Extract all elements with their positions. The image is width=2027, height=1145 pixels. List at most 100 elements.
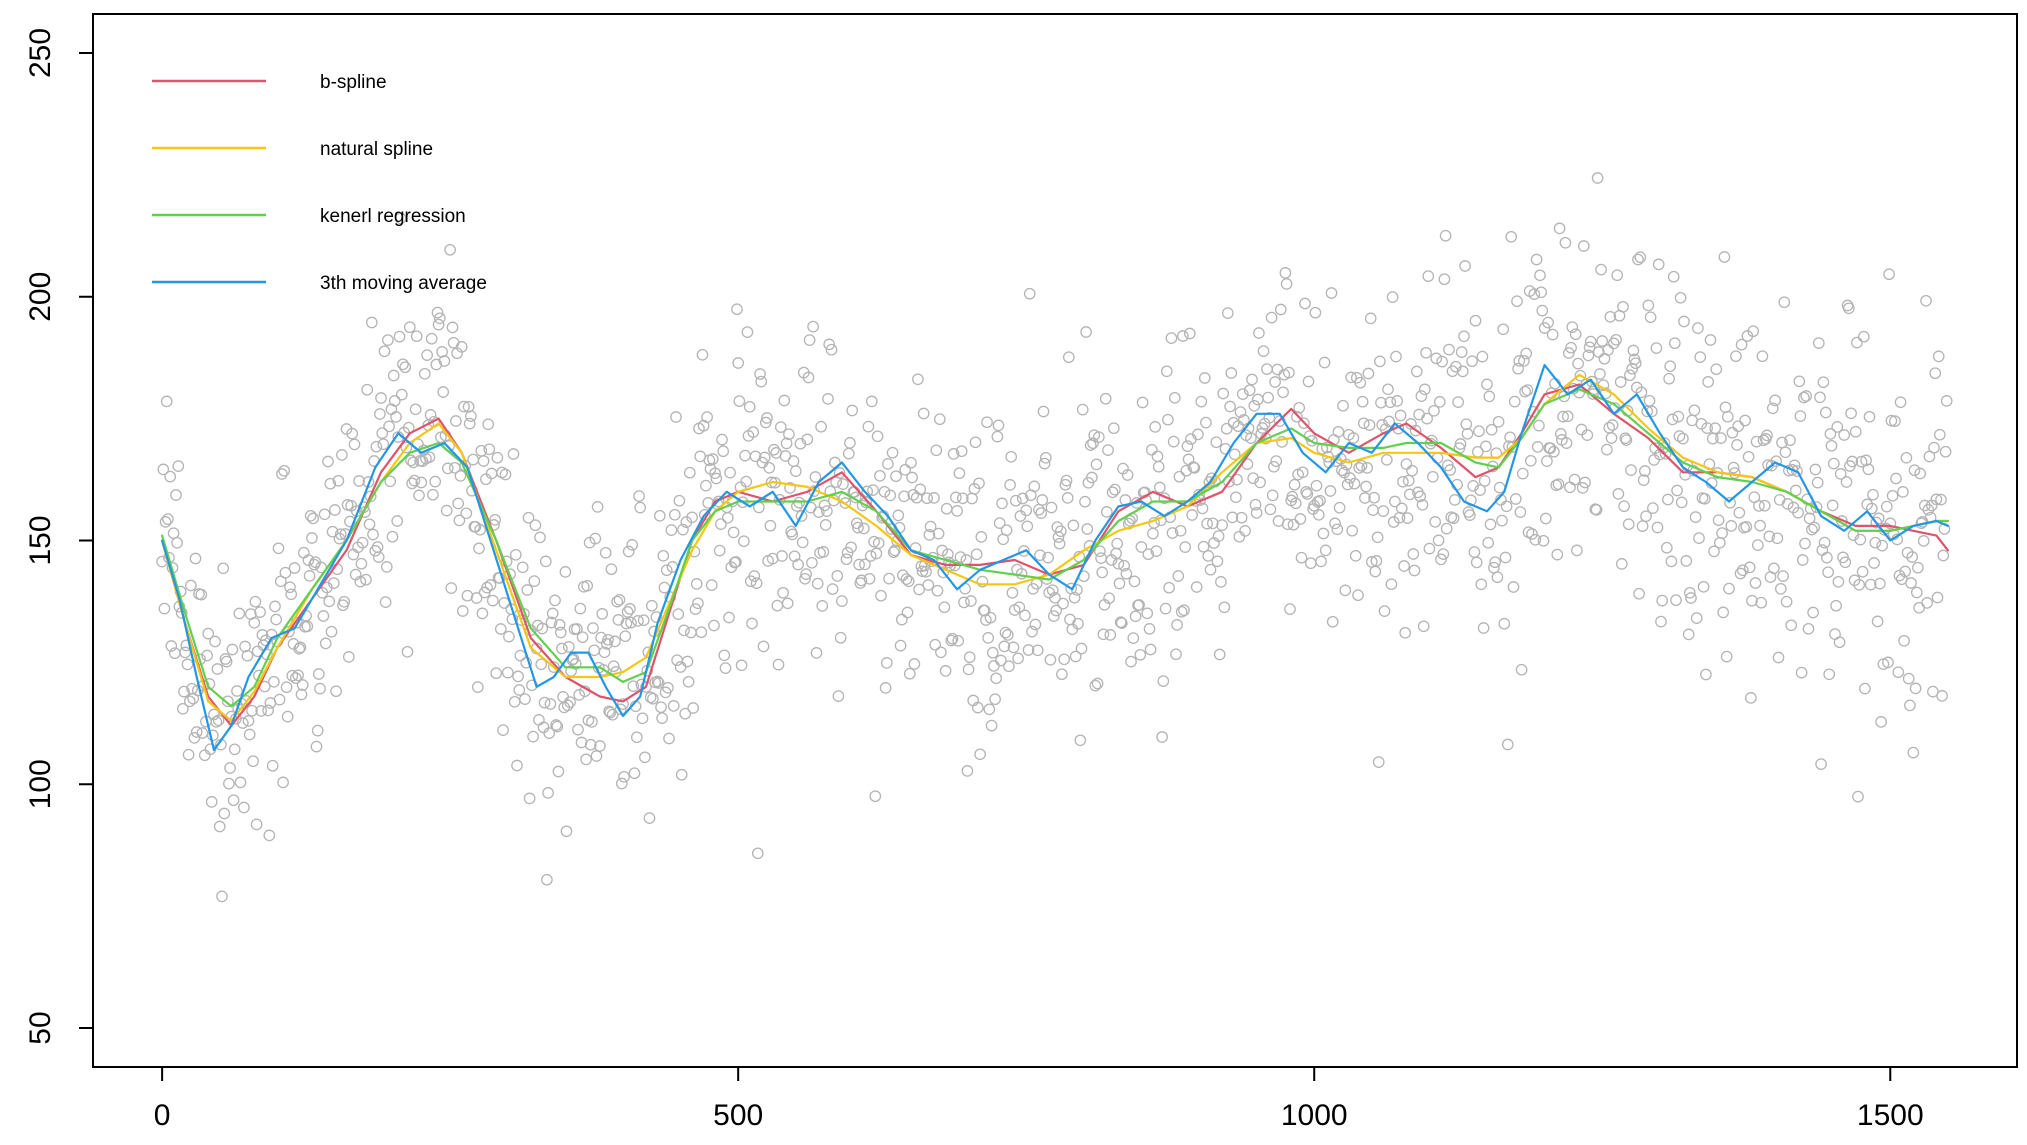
- data-point: [1769, 394, 1781, 407]
- data-point: [1929, 367, 1942, 380]
- data-point: [1663, 372, 1675, 385]
- data-point: [521, 584, 534, 596]
- data-point: [1235, 511, 1248, 524]
- data-point: [1306, 434, 1318, 447]
- data-point: [1270, 455, 1283, 467]
- data-point: [779, 450, 792, 462]
- data-point: [1809, 463, 1822, 476]
- data-point: [303, 570, 316, 582]
- data-point: [388, 395, 401, 407]
- data-point: [1192, 428, 1204, 441]
- data-point: [1770, 455, 1783, 468]
- data-point: [701, 411, 713, 423]
- data-point: [1202, 550, 1215, 562]
- data-point: [1611, 269, 1624, 282]
- data-point: [402, 421, 415, 434]
- data-point: [334, 528, 347, 541]
- data-point: [1808, 521, 1821, 534]
- data-point: [324, 477, 337, 490]
- data-point: [1615, 558, 1628, 570]
- data-point: [1417, 620, 1430, 633]
- data-point: [1492, 415, 1505, 428]
- data-point: [520, 656, 533, 669]
- data-point: [1539, 512, 1552, 525]
- data-point: [887, 546, 900, 559]
- data-point: [619, 630, 632, 643]
- data-point: [1016, 492, 1029, 505]
- data-point: [581, 579, 594, 592]
- data-point: [945, 634, 958, 647]
- data-point: [936, 544, 948, 557]
- data-point: [329, 504, 341, 516]
- data-point: [1309, 306, 1322, 319]
- data-point: [781, 597, 794, 610]
- data-point: [1579, 476, 1591, 489]
- data-point: [1400, 458, 1413, 470]
- data-point: [1150, 545, 1163, 557]
- data-point: [627, 680, 640, 693]
- data-point: [1912, 561, 1924, 574]
- data-point: [1856, 565, 1869, 578]
- data-point: [939, 665, 952, 677]
- data-point: [330, 685, 342, 698]
- data-point: [1368, 491, 1380, 504]
- data-point: [675, 768, 688, 781]
- data-point: [956, 492, 969, 505]
- data-point: [1935, 493, 1947, 506]
- data-point: [382, 334, 394, 346]
- data-point: [1785, 619, 1798, 632]
- data-point: [1363, 419, 1376, 431]
- data-point: [551, 720, 564, 733]
- data-point: [970, 548, 983, 561]
- data-point: [1349, 549, 1362, 562]
- data-point: [1882, 656, 1894, 669]
- data-point: [768, 443, 780, 456]
- data-point: [834, 631, 847, 644]
- data-point: [323, 595, 336, 608]
- data-point: [999, 626, 1012, 639]
- data-point: [1754, 519, 1766, 532]
- x-axis: 0 500 1000 1500: [154, 1067, 1924, 1132]
- data-point: [1632, 253, 1644, 266]
- series-line-1: [161, 383, 1949, 727]
- data-point: [1053, 537, 1066, 550]
- data-point: [1749, 577, 1762, 589]
- data-point: [1067, 519, 1080, 532]
- data-point: [1156, 731, 1168, 743]
- data-point: [1842, 302, 1855, 315]
- data-point: [1755, 596, 1768, 609]
- data-point: [852, 521, 864, 534]
- data-point: [1743, 561, 1756, 574]
- data-point: [1853, 578, 1866, 591]
- data-point: [840, 553, 853, 566]
- data-point: [1153, 481, 1166, 494]
- data-point: [750, 577, 763, 589]
- data-point: [474, 523, 486, 536]
- data-point: [1109, 483, 1121, 496]
- data-point: [1498, 617, 1511, 630]
- data-point: [1818, 536, 1831, 549]
- data-point: [1201, 517, 1213, 530]
- data-point: [1701, 422, 1713, 434]
- data-point: [217, 562, 230, 575]
- scatter-points: [156, 172, 1953, 903]
- data-point: [1134, 648, 1147, 661]
- legend-label: b-spline: [320, 72, 387, 93]
- data-point: [1179, 541, 1192, 553]
- data-point: [1914, 467, 1927, 480]
- data-point: [1718, 251, 1731, 263]
- data-point: [1569, 328, 1582, 341]
- data-point: [1499, 551, 1512, 564]
- data-point: [543, 727, 556, 739]
- data-point: [1637, 474, 1650, 486]
- data-point: [1319, 544, 1332, 557]
- data-point: [403, 321, 416, 334]
- data-point: [416, 455, 429, 468]
- data-point: [406, 477, 418, 490]
- data-point: [799, 572, 811, 585]
- data-point: [978, 604, 991, 617]
- data-point: [625, 616, 637, 629]
- data-point: [894, 639, 907, 652]
- data-point: [365, 316, 378, 329]
- data-point: [1917, 535, 1930, 547]
